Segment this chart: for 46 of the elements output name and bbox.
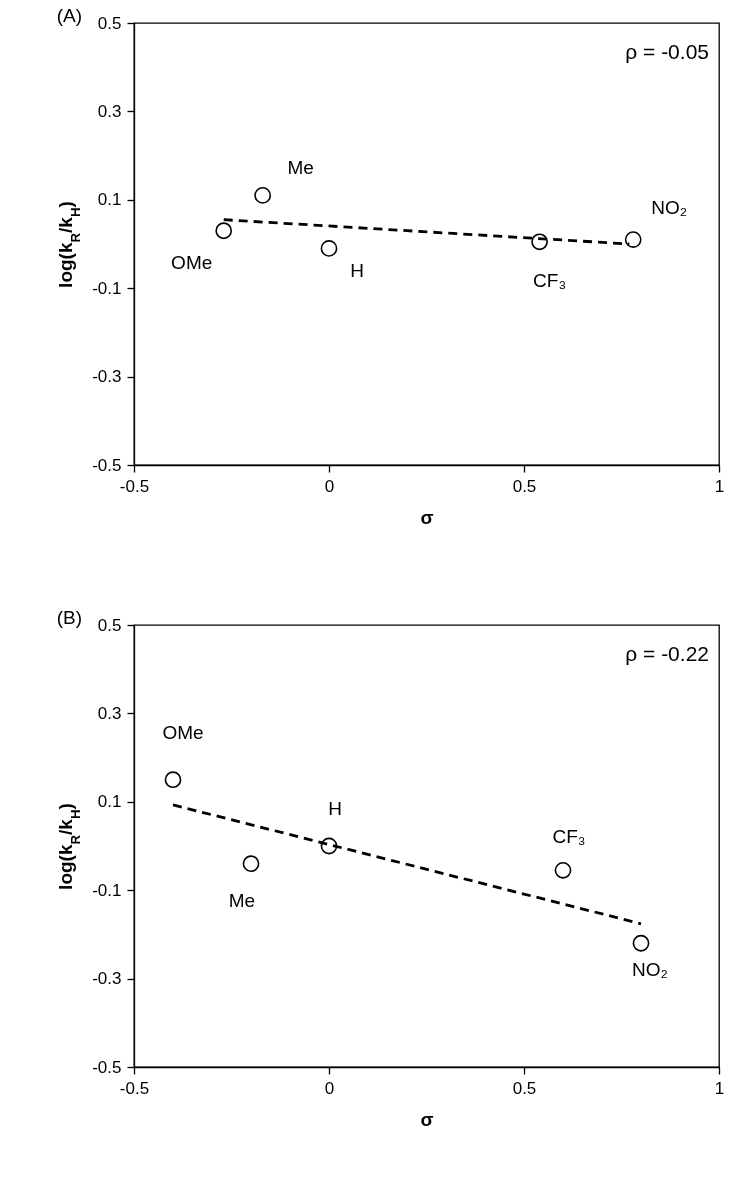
point xyxy=(554,861,572,879)
point xyxy=(242,855,260,873)
annotation: Me xyxy=(228,889,256,911)
annotation: ρ = -0.22 xyxy=(625,642,709,665)
chart-title: (B) xyxy=(56,607,83,628)
annotation: CF₃ xyxy=(552,826,586,848)
point xyxy=(624,231,642,248)
x-tick-label: 1 xyxy=(714,476,725,496)
point xyxy=(164,771,182,789)
annotation: NO₂ xyxy=(632,959,668,981)
y-tick-label: -0.3 xyxy=(92,367,122,387)
x-tick-label: 0 xyxy=(324,476,335,496)
x-axis-title: σ xyxy=(420,506,434,528)
y-tick-label: -0.1 xyxy=(92,880,122,900)
x-tick-label: 0.5 xyxy=(512,1078,537,1098)
annotation: CF₃ xyxy=(533,269,567,291)
point xyxy=(215,222,233,240)
point xyxy=(254,187,272,204)
point xyxy=(320,837,338,855)
y-tick-label: -0.5 xyxy=(92,1057,122,1077)
y-tick-label: -0.1 xyxy=(92,278,122,298)
x-axis-title: σ xyxy=(420,1108,434,1130)
point xyxy=(632,934,650,952)
annotation: H xyxy=(328,798,342,819)
x-tick-label: 1 xyxy=(714,1078,725,1098)
y-tick-label: 0.5 xyxy=(97,13,122,33)
annotation: NO₂ xyxy=(651,196,688,218)
x-tick-label: -0.5 xyxy=(119,1078,150,1098)
annotation: H xyxy=(350,260,364,282)
y-tick-label: 0.5 xyxy=(97,615,122,635)
y-tick-label: 0.1 xyxy=(97,190,122,210)
chart-title: (A) xyxy=(56,5,83,26)
x-tick-label: -0.5 xyxy=(119,476,150,496)
y-tick-label: -0.5 xyxy=(92,455,122,475)
annotation: OMe xyxy=(171,251,213,273)
y-tick-label: 0.3 xyxy=(97,703,122,723)
y-tick-label: -0.3 xyxy=(92,969,122,989)
point xyxy=(531,233,548,251)
y-tick-label: 0.3 xyxy=(97,101,122,121)
annotation: OMe xyxy=(162,721,204,743)
x-tick-label: 0.5 xyxy=(512,476,537,496)
annotation: ρ = -0.05 xyxy=(625,40,709,63)
x-tick-label: 0 xyxy=(324,1078,335,1098)
annotation: Me xyxy=(287,157,314,179)
point xyxy=(320,240,338,257)
y-tick-label: 0.1 xyxy=(97,792,122,812)
